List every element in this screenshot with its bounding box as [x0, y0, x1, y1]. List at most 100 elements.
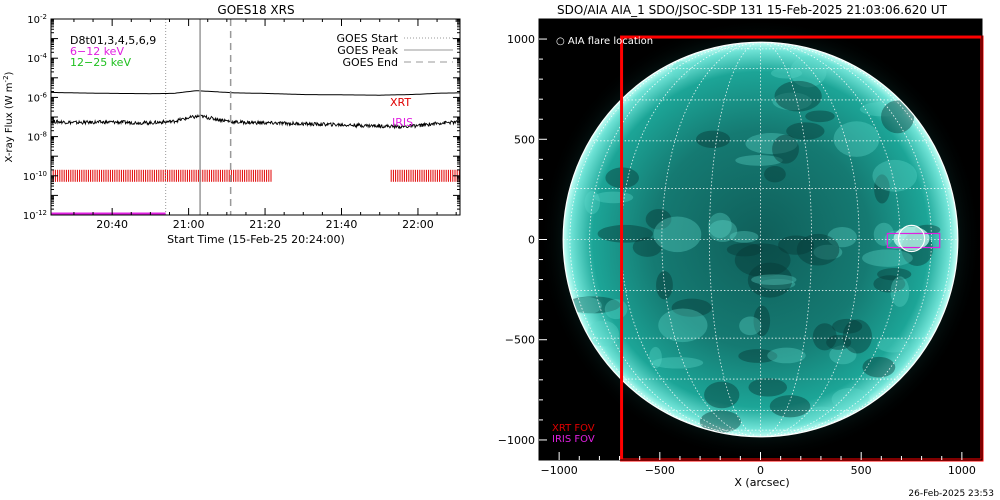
goes-y-tick-label: 10-2	[27, 13, 47, 26]
goes-x-tick-label: 21:20	[249, 218, 281, 231]
aia-x-axis: −1000 −500 0 500 1000	[541, 452, 976, 477]
aia-texture-blob	[726, 242, 763, 257]
aia-texture-blob	[862, 249, 913, 267]
legend-6-12-kev: 6−12 keV	[70, 45, 124, 58]
goes-x-tick-label: 22:00	[402, 218, 434, 231]
goes-y-tick-label: 10-12	[23, 209, 47, 222]
aia-texture-blob	[827, 227, 857, 248]
aia-texture-blob	[708, 219, 738, 242]
aia-texture-blob	[833, 121, 880, 157]
aia-texture-blob	[874, 174, 890, 204]
aia-texture-blob	[649, 346, 662, 369]
aia-texture-blob	[671, 298, 712, 317]
aia-texture-blob	[873, 222, 894, 246]
aia-texture-blob	[658, 308, 708, 343]
aia-x-tick-label: 1000	[948, 464, 976, 477]
aia-texture-blob	[593, 191, 634, 204]
aia-texture-blob	[759, 278, 796, 290]
aia-legend-flare: ○ AIA flare location	[556, 36, 653, 47]
aia-texture-blob	[653, 216, 702, 253]
aia-texture-blob	[769, 395, 811, 418]
aia-texture-blob	[764, 166, 786, 183]
aia-legend-xrt-fov: XRT FOV	[552, 423, 595, 434]
aia-texture-blob	[813, 244, 843, 260]
aia-x-tick-label: −1000	[541, 464, 578, 477]
aia-texture-blob	[632, 237, 662, 257]
aia-texture-blob	[597, 224, 653, 243]
aia-longitude-line	[760, 42, 860, 437]
aia-texture-blob	[729, 231, 759, 243]
aia-y-tick-label: 1000	[507, 33, 535, 46]
aia-texture-blob	[872, 159, 918, 192]
goes-y-tick-label: 10-8	[27, 131, 47, 144]
goes-xrs-plot: GOES18 XRS 20:40 21:00 21:20 21:40 22:00 10-…	[2, 3, 461, 246]
aia-y-tick-label: 0	[528, 234, 535, 247]
aia-texture-blob	[880, 100, 915, 134]
iris-fov-box	[886, 232, 941, 249]
aia-texture-blob	[738, 349, 778, 363]
goes-flux-line	[51, 90, 460, 96]
aia-texture-blob	[829, 345, 857, 365]
legend-detector: D8t01,3,4,5,6,9	[70, 34, 156, 47]
aia-x-tick-label: 500	[851, 464, 872, 477]
aia-y-tick-label: −500	[505, 334, 535, 347]
aia-longitude-line	[760, 42, 952, 437]
xrt-observation-band	[51, 169, 460, 182]
goes-iris-label: IRIS	[392, 116, 413, 129]
aia-texture-blob	[708, 212, 732, 239]
goes-energy-legend: D8t01,3,4,5,6,9 6−12 keV 12−25 keV	[70, 34, 156, 69]
aia-plot-title: SDO/AIA AIA_1 SDO/JSOC-SDP 131 15-Feb-20…	[557, 3, 948, 17]
aia-texture-blob	[890, 276, 910, 307]
aia-texture-blob	[770, 68, 803, 79]
aia-image-plot: SDO/AIA AIA_1 SDO/JSOC-SDP 131 15-Feb-20…	[498, 3, 984, 489]
aia-texture-blob	[876, 337, 909, 353]
aia-texture-blob	[796, 233, 840, 266]
aia-texture-blob	[739, 316, 762, 336]
aia-texture-blob	[873, 275, 906, 293]
legend-goes-peak: GOES Peak	[337, 44, 398, 57]
aia-texture-blob	[832, 318, 863, 334]
aia-texture-blob	[695, 130, 731, 149]
goes-flux-series	[51, 90, 460, 130]
aia-texture-blob	[753, 305, 771, 337]
goes-y-tick-label: 10-10	[23, 170, 47, 183]
goes-y-axis: 10-12 10-10 10-8 10-6 10-4 10-2	[23, 13, 460, 222]
goes-plot-title: GOES18 XRS	[217, 3, 294, 17]
goes-plot-area	[51, 19, 460, 215]
aia-x-tick-label: −500	[645, 464, 675, 477]
goes-x-tick-label: 21:00	[173, 218, 205, 231]
aia-texture-blob	[671, 60, 690, 80]
aia-texture-blob	[645, 208, 672, 230]
aia-texture-blob	[748, 378, 788, 397]
aia-texture-blob	[745, 133, 798, 155]
aia-texture-blob	[747, 262, 793, 298]
aia-solar-limb	[562, 41, 959, 438]
aia-flare-brightening	[893, 226, 930, 251]
aia-texture-blob	[786, 122, 825, 140]
aia-texture-blob	[877, 268, 912, 281]
aia-texture-blob	[805, 110, 835, 123]
aia-texture-blob	[651, 357, 704, 369]
goes-y-axis-label: X-ray Flux (W m-2)	[2, 71, 15, 162]
aia-texture-blob	[812, 323, 837, 351]
aia-texture-blob	[778, 235, 815, 255]
aia-x-axis-label: X (arcsec)	[734, 476, 789, 489]
goes-x-tick-label: 21:40	[326, 218, 358, 231]
aia-texture-blob	[826, 334, 852, 350]
aia-texture-blob	[772, 92, 812, 111]
aia-texture-blob	[774, 80, 822, 112]
aia-longitude-line	[760, 42, 901, 437]
legend-goes-end: GOES End	[342, 56, 398, 69]
aia-texture-blob	[587, 320, 619, 347]
aia-texture-blob	[704, 381, 740, 409]
goes-flux-line	[51, 114, 460, 130]
aia-texture-blob	[859, 101, 907, 117]
aia-texture-blob	[735, 155, 783, 166]
aia-texture-blob	[751, 274, 797, 286]
aia-texture-blob	[767, 347, 806, 364]
goes-x-axis-label: Start Time (15-Feb-25 20:24:00)	[167, 233, 345, 246]
aia-longitude-line	[569, 42, 761, 437]
aia-texture-blob	[831, 387, 870, 411]
timestamp: 26-Feb-2025 23:53	[908, 489, 994, 499]
